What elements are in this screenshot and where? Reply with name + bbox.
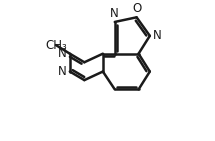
Text: N: N — [58, 65, 67, 78]
Text: N: N — [58, 47, 67, 60]
Text: N: N — [110, 6, 118, 20]
Text: O: O — [133, 2, 142, 15]
Text: CH₃: CH₃ — [45, 39, 67, 52]
Text: N: N — [153, 29, 161, 42]
